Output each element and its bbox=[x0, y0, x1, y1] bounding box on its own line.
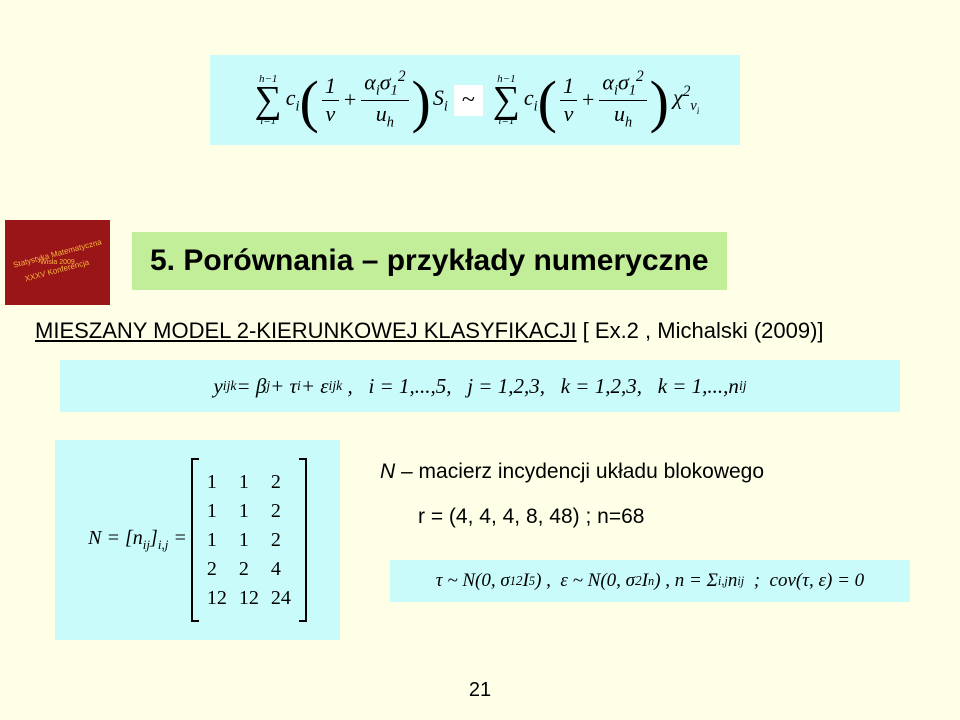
page-number: 21 bbox=[0, 679, 960, 702]
plus-r: + bbox=[582, 87, 594, 113]
incidence-matrix: N = [nij]i,j = 112 112 112 224 121224 bbox=[55, 440, 340, 640]
cell: 2 bbox=[271, 529, 291, 552]
top-distribution-formula: h−1 ∑ i=1 ci ( 1 v + αiσ12 uh ) Si ~ h−1… bbox=[210, 55, 740, 145]
cell: 12 bbox=[239, 587, 259, 610]
S-i: Si bbox=[433, 85, 448, 115]
cell: 24 bbox=[271, 587, 291, 610]
matrix-description: N – macierz incydencji układu blokowego bbox=[380, 460, 764, 484]
coeff-c-r: ci bbox=[524, 85, 538, 115]
subheading-underlined: MIESZANY MODEL 2-KIERUNKOWEJ KLASYFIKACJ… bbox=[35, 318, 577, 343]
right-bracket-icon bbox=[299, 458, 307, 622]
sigma-symbol-r: ∑ bbox=[493, 81, 520, 119]
model-equation: yijk = βj + τi + εijk , i = 1,...,5, j =… bbox=[60, 360, 900, 412]
coeff-c: ci bbox=[286, 85, 300, 115]
cell: 1 bbox=[239, 500, 259, 523]
desc-N: N bbox=[380, 460, 395, 483]
distribution-assumptions: τ ~ N(0, σ12 I5) , ε ~ N(0, σ2 In) , n =… bbox=[390, 560, 910, 602]
left-bracket-icon bbox=[191, 458, 199, 622]
plus: + bbox=[344, 87, 356, 113]
right-summation: h−1 ∑ i=1 bbox=[493, 74, 520, 127]
cell: 1 bbox=[207, 471, 227, 494]
frac-alpha-sigma: αiσ12 uh bbox=[361, 69, 408, 132]
matrix-lhs: N = [nij]i,j = bbox=[88, 527, 187, 553]
sum-lower-r: i=1 bbox=[498, 116, 514, 127]
r-vector: r = (4, 4, 4, 8, 48) ; n=68 bbox=[418, 505, 644, 529]
cell: 2 bbox=[239, 558, 259, 581]
frac-1-over-v: 1 v bbox=[322, 74, 339, 125]
matrix-cells: 112 112 112 224 121224 bbox=[199, 465, 299, 616]
cell: 2 bbox=[207, 558, 227, 581]
frac-alpha-sigma-r: αiσ12 uh bbox=[599, 69, 646, 132]
cell: 4 bbox=[271, 558, 291, 581]
chi-sq: χ2νi bbox=[673, 83, 699, 117]
cell: 1 bbox=[207, 500, 227, 523]
model-subheading: MIESZANY MODEL 2-KIERUNKOWEJ KLASYFIKACJ… bbox=[35, 318, 824, 344]
cell: 1 bbox=[207, 529, 227, 552]
tilde-distributed: ~ bbox=[454, 85, 483, 116]
section-title: 5. Porównania – przykłady numeryczne bbox=[132, 232, 727, 290]
cell: 12 bbox=[207, 587, 227, 610]
cell: 2 bbox=[271, 471, 291, 494]
cell: 1 bbox=[239, 529, 259, 552]
cell: 2 bbox=[271, 500, 291, 523]
conference-logo: Statystyka Matematyczna Wisła 2009 XXXV … bbox=[5, 220, 110, 305]
sum-lower: i=1 bbox=[260, 116, 276, 127]
left-summation: h−1 ∑ i=1 bbox=[255, 74, 282, 127]
cell: 1 bbox=[239, 471, 259, 494]
subheading-rest: [ Ex.2 , Michalski (2009)] bbox=[577, 318, 824, 343]
sigma-symbol: ∑ bbox=[255, 81, 282, 119]
desc-body: – macierz incydencji układu blokowego bbox=[395, 460, 764, 483]
frac-1-over-v-r: 1 v bbox=[560, 74, 577, 125]
